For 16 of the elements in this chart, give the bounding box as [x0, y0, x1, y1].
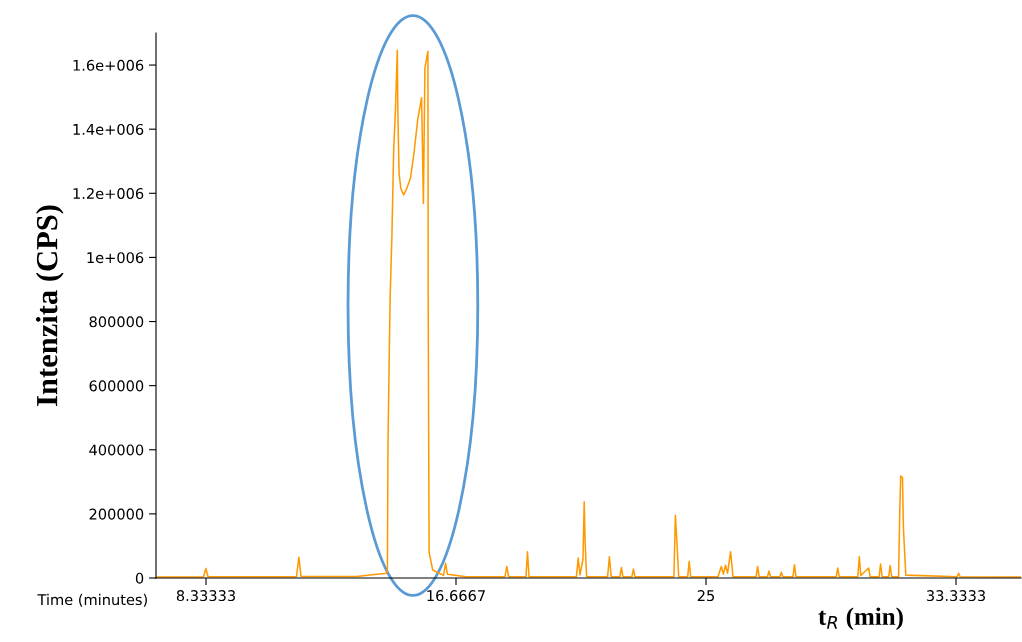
y-tick-label: 1.2e+006: [73, 188, 144, 200]
y-tick-label: 400000: [89, 444, 144, 456]
y-tick-label: 800000: [89, 316, 144, 328]
x-tick-label: 16.6667: [427, 590, 485, 602]
x-tick-label: 8.33333: [176, 590, 235, 602]
x-tick-label: 33.3333: [926, 590, 985, 602]
y-tick-label: 600000: [89, 380, 144, 392]
text: t$_{R}$ (min): [818, 607, 903, 631]
y-tick-label: 1.6e+006: [73, 59, 144, 71]
y-tick-label: 1e+006: [87, 252, 144, 264]
y-tick-label: 200000: [89, 508, 144, 520]
y-tick-label: 1.4e+006: [73, 123, 144, 135]
x-tick-label: 25: [697, 590, 714, 602]
y-tick-label: 0: [135, 572, 144, 584]
y-axis-title: Intenzita (CPS): [35, 205, 64, 406]
x-axis-title: Time (minutes): [37, 593, 147, 607]
